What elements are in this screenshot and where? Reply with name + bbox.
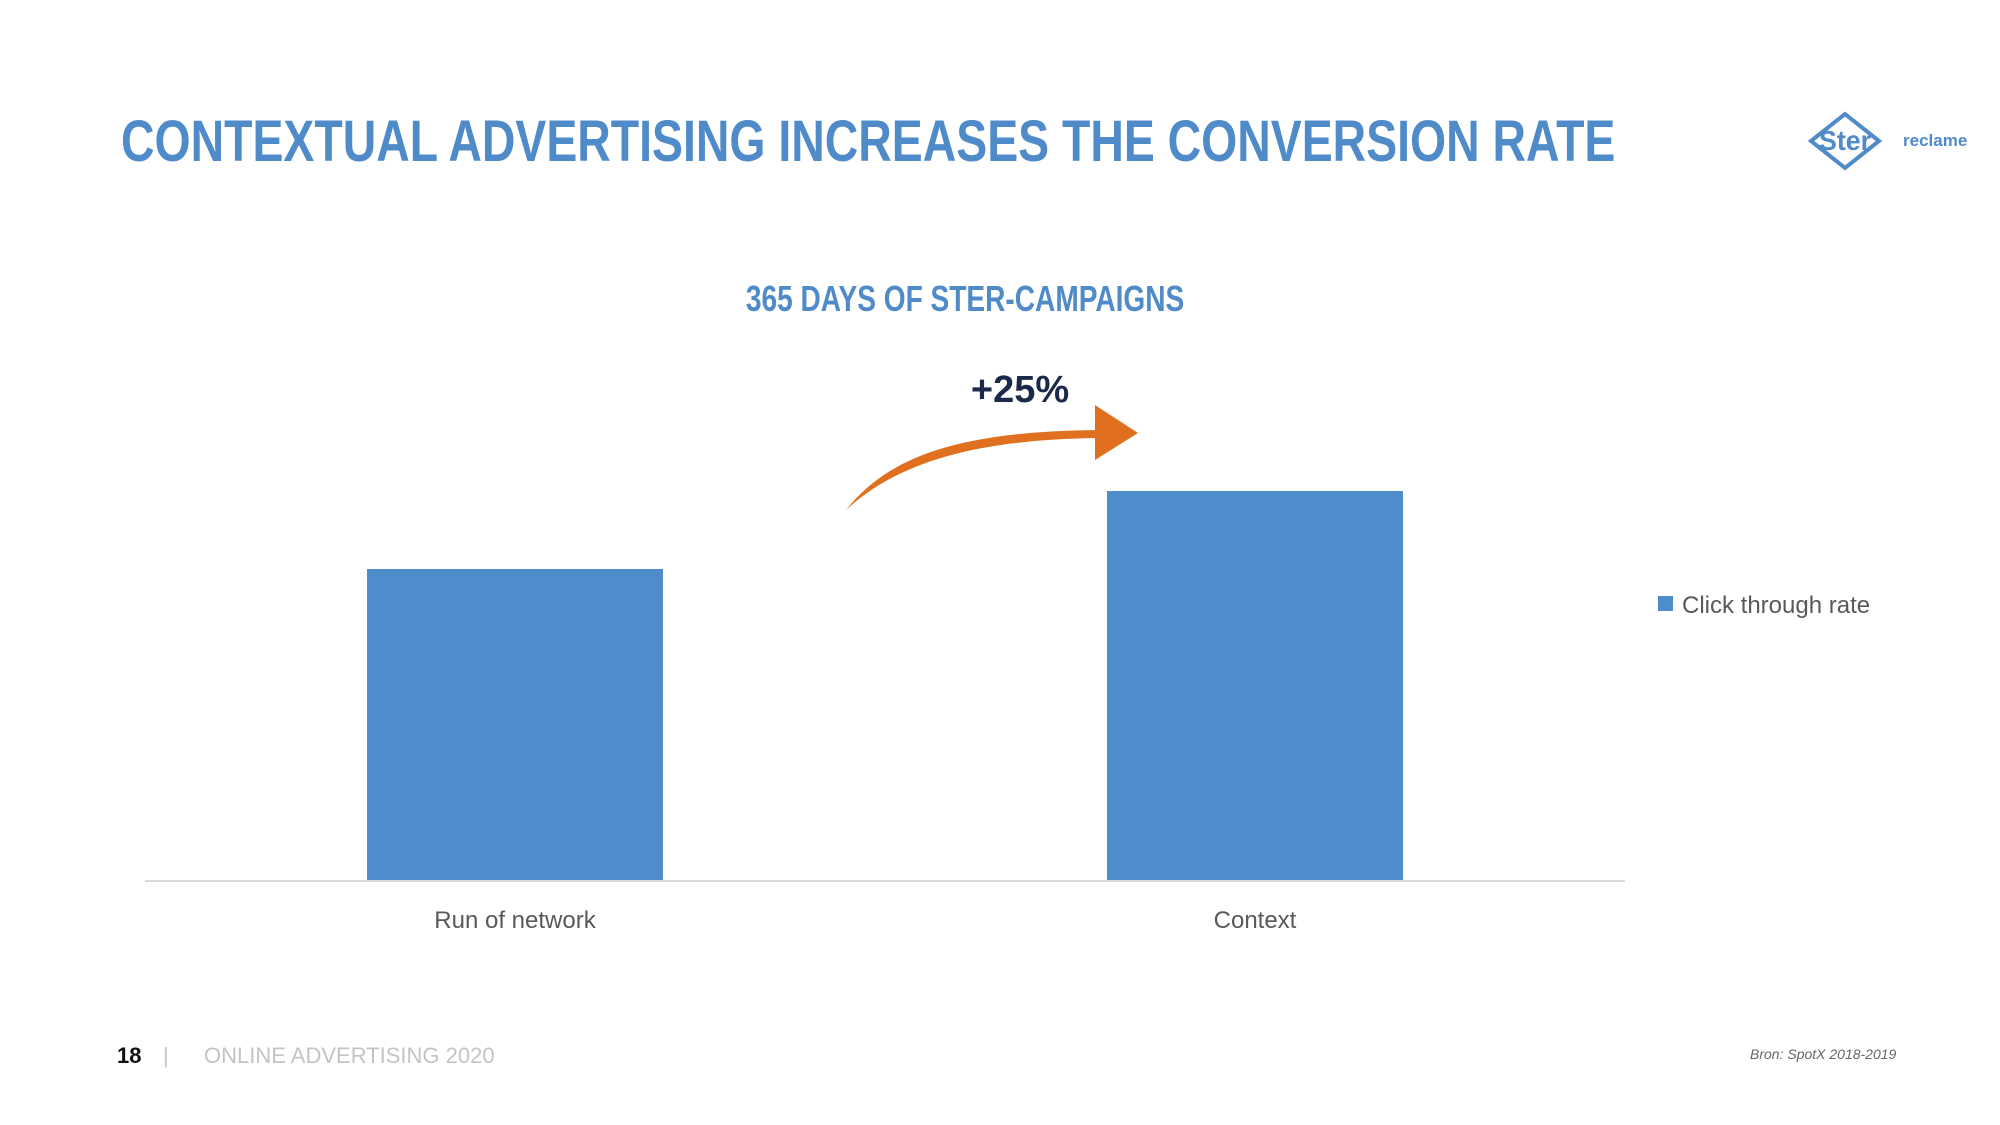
x-tick-label: Run of network xyxy=(434,907,596,934)
page-number: 18 xyxy=(117,1043,142,1068)
increase-arrow-icon xyxy=(846,405,1138,510)
chart-title: 365 DAYS OF STER-CAMPAIGNS xyxy=(0,278,1930,320)
source-note: Bron: SpotX 2018-2019 xyxy=(1750,1046,1897,1062)
chart-title-text: 365 DAYS OF STER-CAMPAIGNS xyxy=(745,278,1185,319)
ster-diamond-logo-icon xyxy=(1807,111,1883,171)
legend-swatch xyxy=(1658,596,1673,611)
logo-mark-text: Ster xyxy=(1819,125,1871,156)
footer-label: ONLINE ADVERTISING 2020 xyxy=(204,1043,495,1068)
footer-separator: | xyxy=(163,1043,169,1068)
increase-annotation: +25% xyxy=(971,369,1069,411)
logo-word-text: reclame xyxy=(1903,131,1967,150)
legend-label: Click through rate xyxy=(1682,592,1870,619)
bar-context xyxy=(1107,491,1403,881)
slide-title: CONTEXTUAL ADVERTISING INCREASES THE CON… xyxy=(121,109,1616,174)
x-tick-label: Context xyxy=(1214,907,1297,934)
ster-reclame-logo: Ster reclame xyxy=(1807,111,1967,171)
bar-run-of-network xyxy=(367,569,663,881)
